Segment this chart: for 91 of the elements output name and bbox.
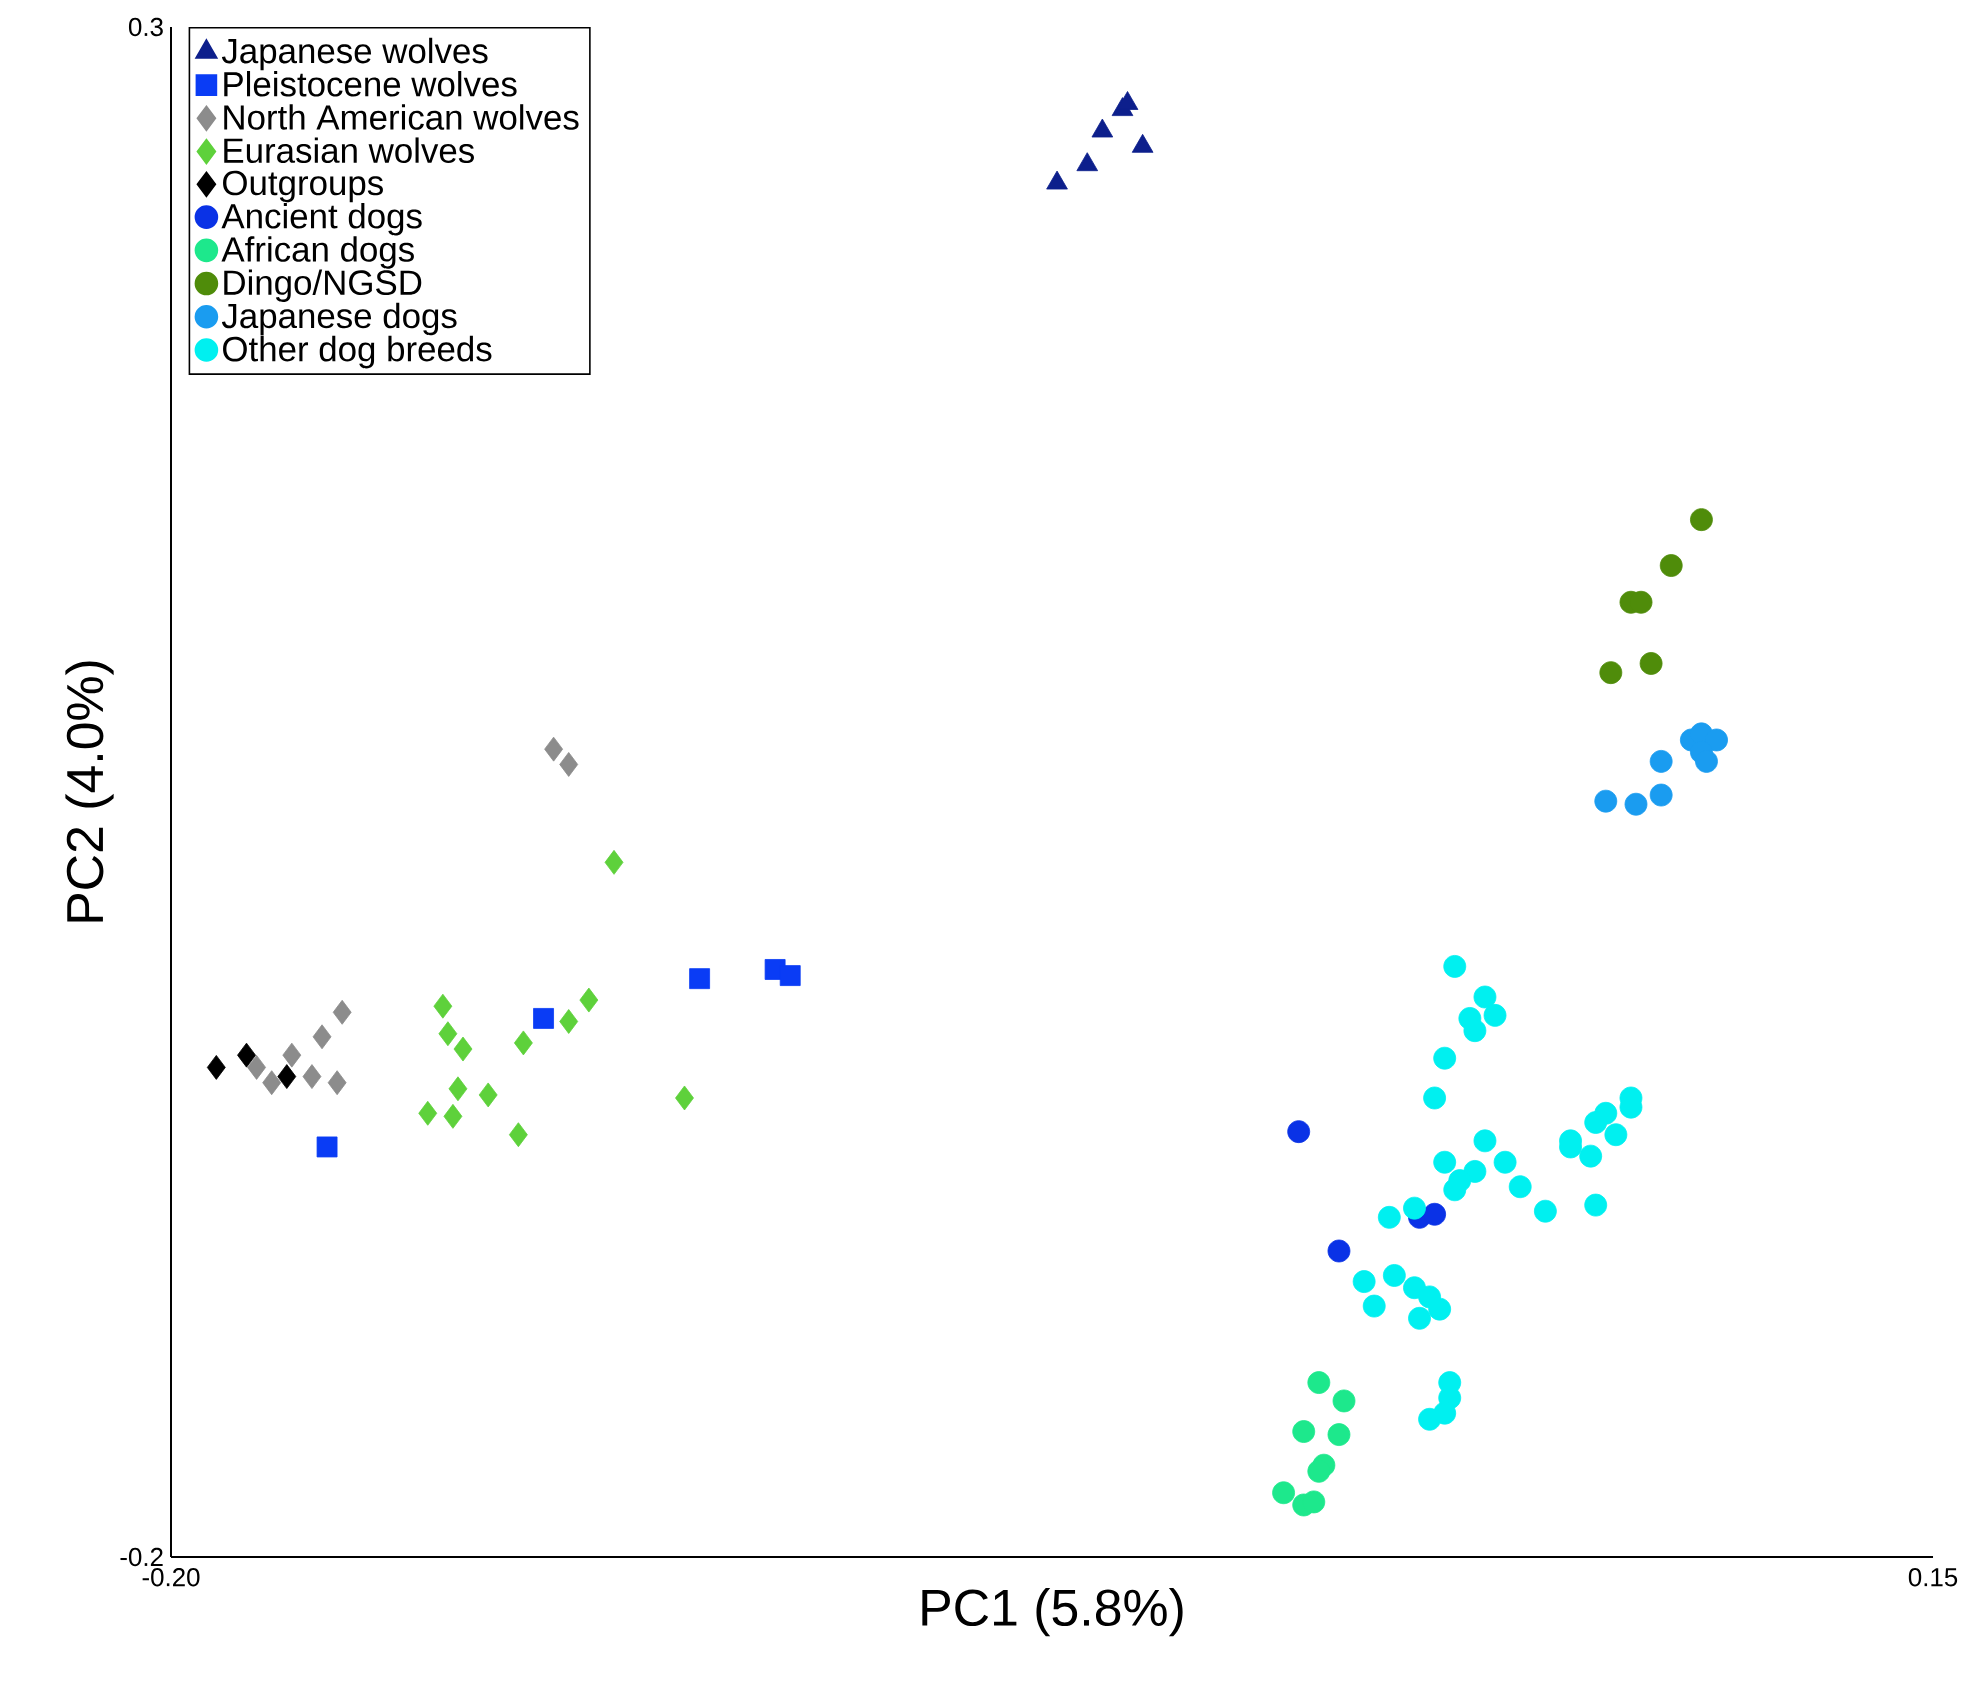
point — [559, 1009, 579, 1034]
point — [1599, 661, 1623, 685]
point — [443, 1103, 463, 1129]
point — [1705, 728, 1728, 752]
point — [438, 1021, 458, 1047]
point — [1272, 1481, 1295, 1505]
point — [1624, 792, 1648, 816]
point — [1307, 1371, 1331, 1394]
point — [1382, 1264, 1406, 1287]
point — [1443, 1178, 1467, 1202]
point — [1362, 1294, 1386, 1318]
point — [689, 968, 710, 990]
point — [327, 1070, 347, 1096]
point — [544, 736, 564, 762]
point — [277, 1064, 297, 1089]
point — [1493, 1150, 1517, 1174]
point — [1352, 1270, 1376, 1293]
point — [1508, 1175, 1532, 1199]
point — [675, 1085, 694, 1111]
point — [1579, 1144, 1603, 1168]
point — [302, 1064, 322, 1089]
point — [1594, 789, 1618, 813]
point — [1423, 1086, 1447, 1110]
x-tick-label: -0.20 — [142, 1568, 200, 1587]
point — [514, 1030, 533, 1056]
point — [508, 1122, 528, 1148]
point — [1483, 1003, 1507, 1027]
point — [579, 987, 599, 1013]
point — [478, 1082, 498, 1108]
point — [1418, 1407, 1441, 1431]
x-axis-title: PC1 (5.8%) — [922, 1588, 1183, 1637]
point — [1649, 749, 1673, 773]
point — [1403, 1276, 1426, 1300]
legend-label: Other dog breeds — [223, 335, 492, 369]
point — [1332, 1389, 1356, 1413]
point — [247, 1055, 266, 1080]
point — [453, 1036, 473, 1062]
legend-label: North American wolves — [224, 104, 579, 130]
point — [1649, 783, 1673, 807]
legend-label: Dingo/NGSD — [224, 269, 422, 302]
point — [1443, 955, 1467, 978]
point — [418, 1100, 438, 1126]
point — [1463, 1160, 1487, 1183]
y-tick-label: 0.3 — [128, 17, 163, 37]
legend-label: Outgroups — [223, 170, 383, 203]
point — [1533, 1199, 1557, 1223]
point — [316, 1136, 338, 1158]
legend-label: African dogs — [221, 236, 414, 269]
point — [332, 999, 352, 1025]
point — [282, 1042, 302, 1068]
point — [1695, 749, 1718, 773]
point — [237, 1042, 256, 1068]
point — [559, 752, 579, 777]
point — [312, 1024, 332, 1050]
legend-label: Japanese wolves — [221, 37, 488, 71]
point — [1423, 1202, 1447, 1226]
point — [1473, 1129, 1497, 1153]
point — [206, 1055, 226, 1080]
point — [1659, 554, 1683, 577]
x-tick-label: 0.15 — [1908, 1568, 1958, 1587]
point — [1327, 1423, 1351, 1446]
legend-label: Ancient dogs — [221, 202, 422, 236]
point — [1690, 508, 1713, 532]
point — [1463, 1019, 1487, 1043]
point — [1307, 1459, 1331, 1483]
point — [448, 1076, 468, 1102]
point — [779, 965, 801, 986]
point — [1584, 1111, 1608, 1134]
legend-label: Eurasian wolves — [224, 137, 474, 164]
point — [262, 1070, 282, 1096]
point — [1473, 985, 1497, 1009]
legend-label: Pleistocene wolves — [224, 70, 517, 97]
legend-label: Japanese dogs — [221, 302, 457, 336]
point — [1408, 1306, 1431, 1330]
point — [1433, 1150, 1457, 1174]
point — [1287, 1120, 1311, 1144]
point — [1639, 652, 1663, 675]
point — [1604, 1123, 1628, 1147]
point — [1327, 1239, 1351, 1263]
point — [533, 1008, 554, 1029]
y-axis-title: PC2 (4.0%) — [65, 661, 114, 922]
point — [1292, 1420, 1316, 1443]
point — [1428, 1297, 1452, 1321]
y-tick-label: -0.2 — [120, 1547, 163, 1567]
point — [1433, 1046, 1457, 1070]
point — [604, 849, 624, 875]
point — [433, 993, 453, 1019]
point — [1584, 1193, 1608, 1217]
point — [1403, 1196, 1426, 1220]
point — [1302, 1490, 1326, 1514]
point — [1377, 1205, 1401, 1229]
